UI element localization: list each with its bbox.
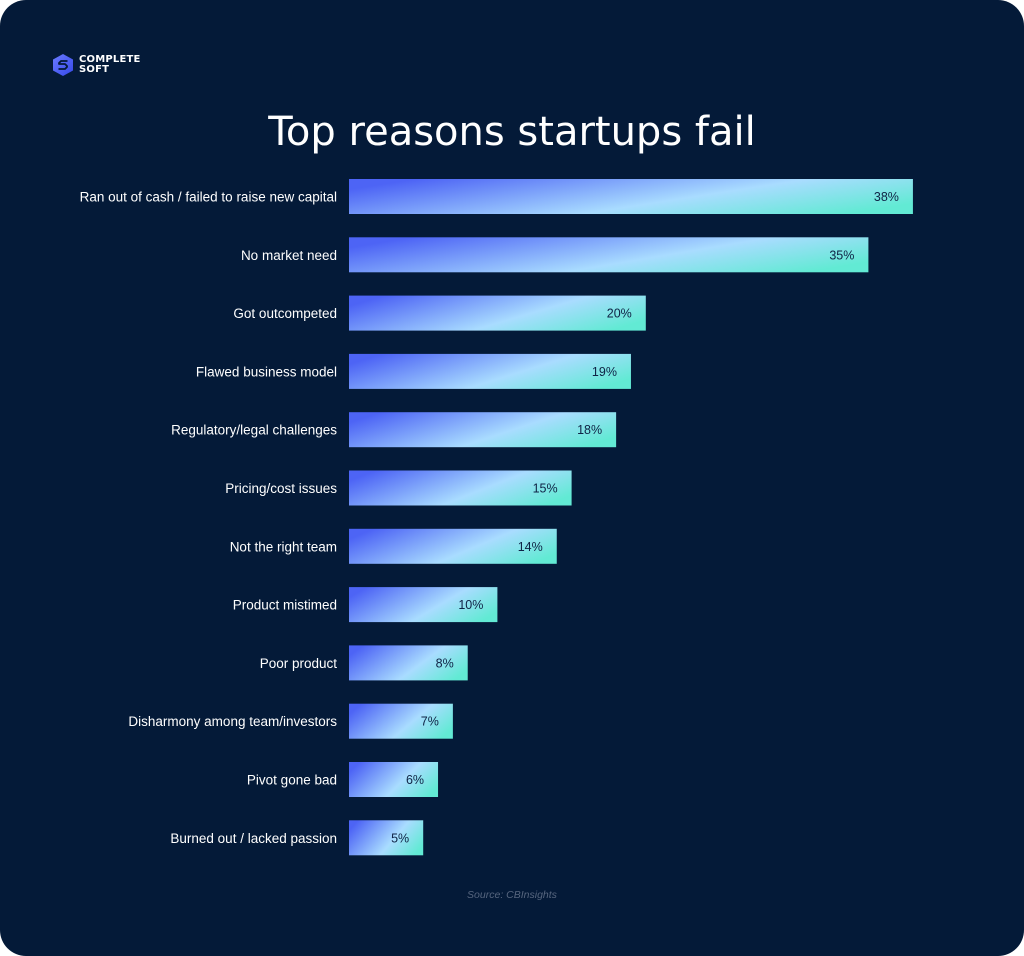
category-label: Ran out of cash / failed to raise new ca… bbox=[80, 190, 337, 205]
category-label: Got outcompeted bbox=[233, 306, 337, 321]
category-label: No market need bbox=[241, 248, 337, 263]
category-label: Disharmony among team/investors bbox=[128, 714, 337, 729]
bar bbox=[349, 645, 468, 681]
bar bbox=[349, 237, 869, 273]
value-label: 18% bbox=[577, 423, 602, 437]
value-label: 6% bbox=[406, 773, 424, 787]
hexagon-s-logo-icon bbox=[53, 54, 73, 76]
bar bbox=[349, 179, 913, 214]
source-note: Source: CBInsights bbox=[467, 889, 557, 901]
chart-title: Top reasons startups fail bbox=[268, 109, 756, 155]
bar bbox=[349, 587, 498, 623]
value-label: 38% bbox=[874, 190, 899, 204]
brand-name-line1: COMPLETE bbox=[79, 54, 141, 65]
bar bbox=[349, 295, 646, 331]
category-label: Flawed business model bbox=[196, 364, 337, 379]
category-label: Pricing/cost issues bbox=[225, 481, 337, 496]
category-label: Product mistimed bbox=[233, 598, 337, 613]
category-label: Burned out / lacked passion bbox=[170, 831, 337, 846]
bar bbox=[349, 703, 453, 739]
value-label: 8% bbox=[436, 656, 454, 670]
category-label: Regulatory/legal challenges bbox=[171, 423, 337, 438]
value-label: 15% bbox=[533, 482, 558, 496]
value-label: 20% bbox=[607, 307, 632, 321]
bar bbox=[349, 412, 617, 448]
value-label: 5% bbox=[391, 831, 409, 845]
value-label: 10% bbox=[458, 598, 483, 612]
brand-logo: COMPLETE SOFT bbox=[52, 53, 141, 77]
bar bbox=[349, 528, 557, 564]
category-label: Pivot gone bad bbox=[247, 773, 337, 788]
bar bbox=[349, 820, 424, 856]
category-label: Not the right team bbox=[230, 539, 337, 554]
value-label: 19% bbox=[592, 365, 617, 379]
bar bbox=[349, 353, 631, 389]
bar bbox=[349, 470, 572, 506]
value-label: 35% bbox=[829, 248, 854, 262]
category-label: Poor product bbox=[260, 656, 338, 671]
value-label: 7% bbox=[421, 715, 439, 729]
brand-name-line2: SOFT bbox=[79, 64, 110, 75]
bar bbox=[349, 762, 439, 797]
value-label: 14% bbox=[518, 540, 543, 554]
